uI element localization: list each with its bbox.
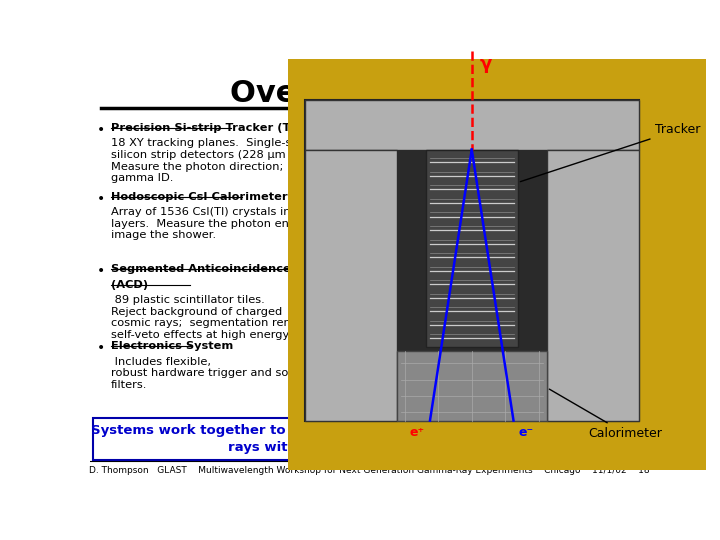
Text: •: • <box>96 192 105 206</box>
Text: •: • <box>96 265 105 279</box>
Text: Includes flexible,
robust hardware trigger and software
filters.: Includes flexible, robust hardware trigg… <box>111 357 325 390</box>
Bar <box>305 150 397 421</box>
Text: Hodoscopic CsI Calorimeter(CAL): Hodoscopic CsI Calorimeter(CAL) <box>111 192 323 201</box>
Bar <box>397 150 547 421</box>
Text: Precision Si-strip Tracker (TKR): Precision Si-strip Tracker (TKR) <box>111 123 313 133</box>
Text: (ACD): (ACD) <box>111 280 148 290</box>
Bar <box>397 351 547 421</box>
Text: Calorimeter: Calorimeter <box>549 389 662 440</box>
FancyBboxPatch shape <box>93 418 645 460</box>
Text: e⁻: e⁻ <box>518 427 534 440</box>
Text: D. Thompson   GLAST    Multiwavelength Workshop for Next Generation Gamma-Ray Ex: D. Thompson GLAST Multiwavelength Worksh… <box>89 466 649 475</box>
Text: Overview of LAT: Overview of LAT <box>230 79 508 109</box>
Text: •: • <box>96 341 105 355</box>
Text: ACD: ACD <box>322 352 347 365</box>
Text: Systems work together to identify and measure the flux of cosmic gamma
rays with: Systems work together to identify and me… <box>91 424 647 454</box>
Bar <box>426 150 518 347</box>
Bar <box>305 100 639 421</box>
Text: Segmented Anticoincidence Detector: Segmented Anticoincidence Detector <box>111 265 351 274</box>
Bar <box>547 150 639 421</box>
Text: γ: γ <box>480 55 492 73</box>
Text: Array of 1536 CsI(Tl) crystals in 8
layers.  Measure the photon energy;
image th: Array of 1536 CsI(Tl) crystals in 8 laye… <box>111 207 318 240</box>
Text: 89 plastic scintillator tiles.
Reject background of charged
cosmic rays;  segmen: 89 plastic scintillator tiles. Reject ba… <box>111 295 321 340</box>
Text: e⁺: e⁺ <box>410 427 425 440</box>
Text: [surrounds
4x4 array of
TKR towers]: [surrounds 4x4 array of TKR towers] <box>322 368 387 402</box>
Text: 18 XY tracking planes.  Single-sided
silicon strip detectors (228 μm pitch)
Meas: 18 XY tracking planes. Single-sided sili… <box>111 138 323 183</box>
Text: Tracker: Tracker <box>521 123 701 181</box>
Text: •: • <box>96 123 105 137</box>
Text: Electronics System: Electronics System <box>111 341 233 352</box>
Bar <box>305 100 639 150</box>
